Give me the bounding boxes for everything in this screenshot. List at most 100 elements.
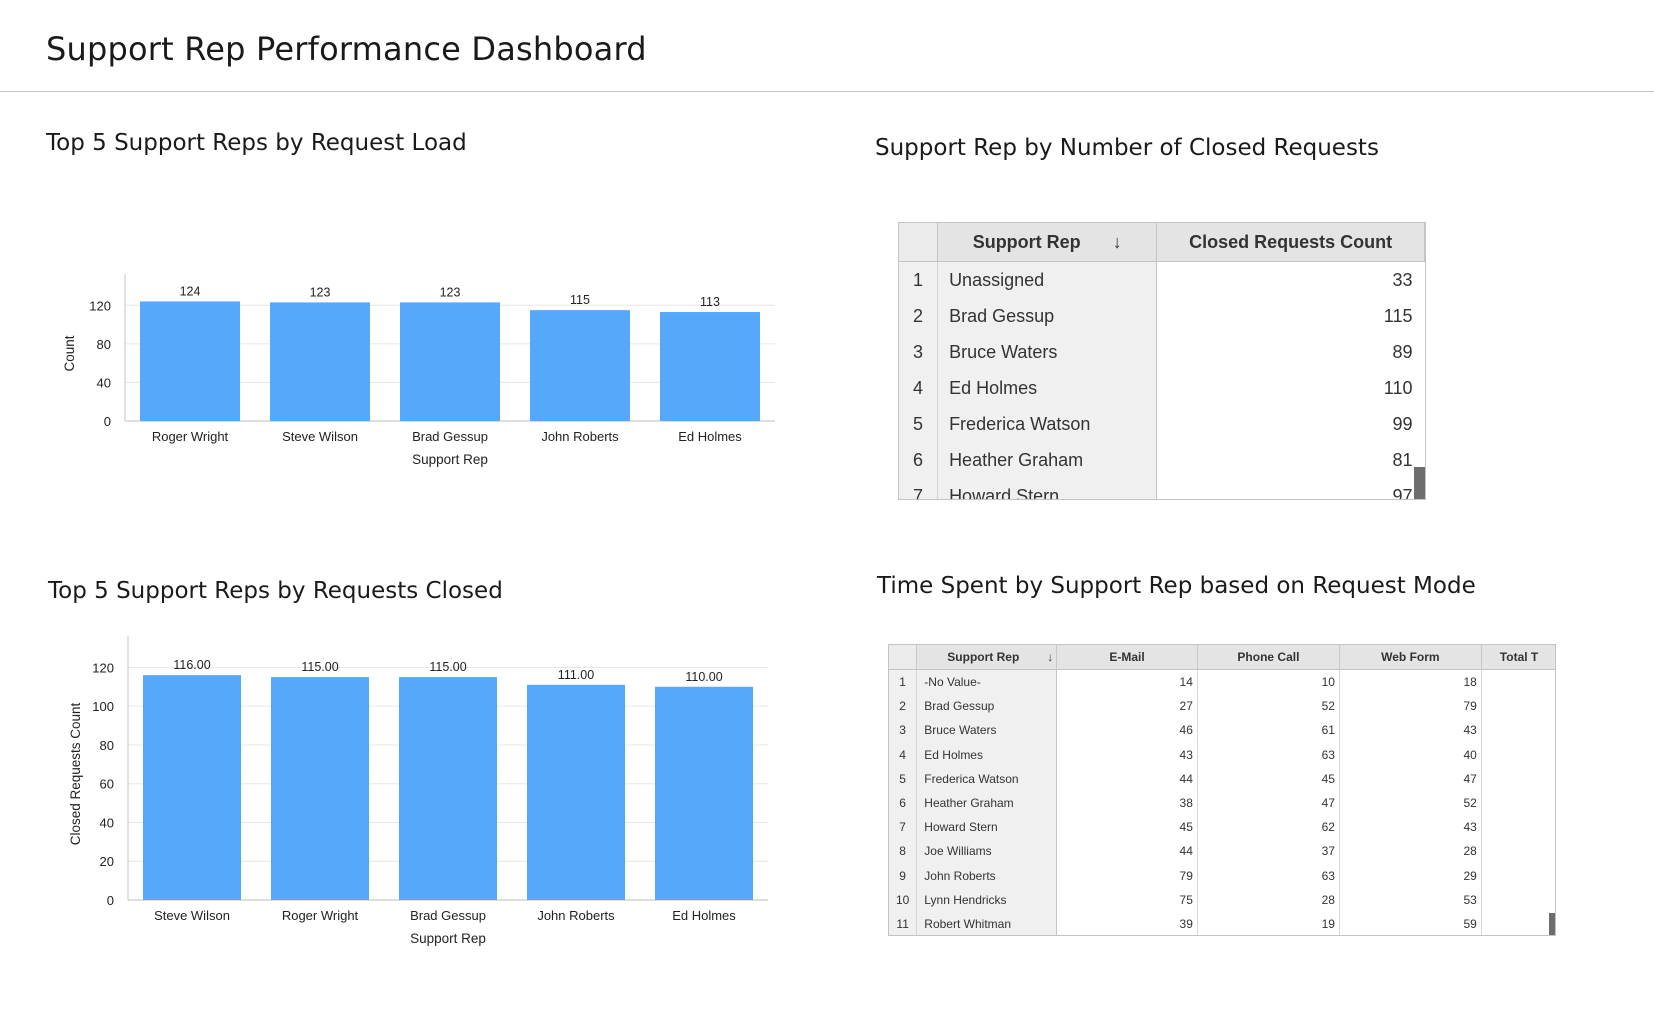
closed-chart-title: Top 5 Support Reps by Requests Closed	[48, 578, 503, 604]
table-row[interactable]: 7 Howard Stern 45 62 43	[889, 815, 1555, 840]
y-tick-label: 120	[92, 660, 114, 675]
bar	[400, 302, 500, 421]
bar-value-label: 115.00	[429, 660, 466, 674]
table-row[interactable]: 10 Lynn Hendricks 75 28 53	[889, 887, 1555, 912]
phone-call-cell: 63	[1197, 742, 1340, 767]
total-cell	[1481, 670, 1555, 695]
email-cell: 44	[1056, 839, 1198, 864]
request-load-bar-chart: 0 40 80 120 124 Roger Wright 123 Steve Wilson 12…	[62, 274, 775, 467]
web-form-cell: 18	[1339, 669, 1482, 695]
row-number: 2	[899, 298, 939, 334]
bar-value-label: 111.00	[558, 668, 594, 682]
support-rep-cell: Lynn Hendricks	[916, 887, 1058, 912]
support-rep-cell: Heather Graham	[937, 442, 1158, 478]
y-tick-label: 120	[89, 298, 111, 313]
web-form-cell: 28	[1339, 839, 1482, 864]
email-cell: 43	[1056, 742, 1198, 767]
x-tick-label: Roger Wright	[282, 908, 359, 923]
total-cell	[1481, 864, 1555, 888]
phone-call-cell: 19	[1197, 911, 1340, 935]
total-cell	[1481, 718, 1555, 742]
row-number: 7	[889, 815, 918, 840]
total-cell	[1481, 791, 1555, 815]
email-cell: 79	[1056, 863, 1198, 888]
row-number: 1	[899, 261, 939, 298]
bar	[143, 675, 241, 900]
support-rep-cell: Howard Stern	[916, 815, 1058, 840]
closed-count-column-header[interactable]: Closed Requests Count	[1156, 223, 1425, 262]
row-number: 9	[889, 863, 918, 888]
phone-call-cell: 28	[1197, 887, 1340, 912]
x-tick-label: Steve Wilson	[282, 429, 358, 444]
support-rep-cell: Joe Williams	[916, 839, 1058, 864]
y-tick-label: 20	[100, 854, 114, 869]
table-row[interactable]: 2 Brad Gessup 115	[899, 298, 1425, 334]
phone-call-cell: 37	[1197, 839, 1340, 864]
email-column-header[interactable]: E-Mail	[1056, 645, 1198, 670]
total-cell	[1481, 694, 1555, 718]
scrollbar-thumb[interactable]	[1549, 913, 1555, 935]
table-row[interactable]: 2 Brad Gessup 27 52 79	[889, 694, 1555, 719]
row-number: 11	[889, 911, 918, 935]
email-cell: 27	[1056, 694, 1198, 719]
email-cell: 44	[1056, 766, 1198, 791]
bar-value-label: 123	[440, 285, 461, 299]
table-row[interactable]: 5 Frederica Watson 99	[899, 406, 1425, 442]
closed-count-cell: 97	[1392, 485, 1413, 500]
table-row[interactable]: 1 Unassigned 33	[899, 261, 1425, 298]
table-row[interactable]: 4 Ed Holmes 110	[899, 370, 1425, 406]
bar-value-label: 116.00	[173, 658, 210, 672]
row-number-header	[899, 223, 939, 262]
row-number: 5	[899, 406, 939, 442]
support-rep-column-header[interactable]: Support Rep ↓	[937, 223, 1158, 262]
web-form-cell: 52	[1339, 790, 1482, 816]
row-number: 1	[889, 669, 918, 695]
total-cell	[1481, 912, 1555, 935]
support-rep-column-header[interactable]: Support Rep ↓	[916, 645, 1058, 670]
dashboard-header: Support Rep Performance Dashboard	[0, 0, 1654, 92]
y-tick-label: 40	[100, 815, 114, 830]
web-form-cell: 29	[1339, 863, 1482, 888]
y-tick-label: 0	[104, 414, 111, 429]
web-form-cell: 43	[1339, 815, 1482, 840]
row-number: 3	[889, 718, 918, 743]
support-rep-cell: Heather Graham	[916, 790, 1058, 816]
table-row[interactable]: 1 -No Value- 14 10 18	[889, 669, 1555, 695]
sort-down-arrow-icon[interactable]: ↓	[1112, 231, 1122, 252]
web-form-cell: 59	[1339, 911, 1482, 935]
sort-down-arrow-icon[interactable]: ↓	[1047, 650, 1054, 664]
closed-count-cell: 89	[1392, 341, 1413, 362]
table-row[interactable]: 6 Heather Graham 38 47 52	[889, 790, 1555, 816]
web-form-cell: 47	[1339, 766, 1482, 791]
table-row[interactable]: 7 Howard Stern 97	[899, 478, 1425, 500]
web-form-column-header[interactable]: Web Form	[1339, 645, 1482, 670]
web-form-cell: 53	[1339, 887, 1482, 912]
requests-closed-bar-chart: 0 20 40 60 80 100 120 116.00 Steve Wilson 115.00 R…	[68, 636, 768, 946]
support-rep-cell: Bruce Waters	[916, 718, 1058, 743]
table-row[interactable]: 6 Heather Graham 81	[899, 442, 1425, 478]
y-axis-label: Closed Requests Count	[68, 702, 83, 845]
table-row[interactable]: 5 Frederica Watson 44 45 47	[889, 766, 1555, 791]
bar	[527, 684, 625, 900]
phone-call-column-header[interactable]: Phone Call	[1197, 645, 1340, 670]
table-row[interactable]: 8 Joe Williams 44 37 28	[889, 839, 1555, 864]
support-rep-cell: John Roberts	[916, 863, 1058, 888]
table-row[interactable]: 3 Bruce Waters 46 61 43	[889, 718, 1555, 743]
bar-value-label: 113	[700, 295, 720, 309]
email-cell: 14	[1056, 669, 1198, 695]
support-rep-cell: Robert Whitman	[916, 911, 1058, 935]
table-row[interactable]: 4 Ed Holmes 43 63 40	[889, 742, 1555, 767]
x-tick-label: Steve Wilson	[154, 908, 230, 923]
table-row[interactable]: 3 Bruce Waters 89	[899, 334, 1425, 370]
row-number: 6	[889, 790, 918, 816]
scrollbar-thumb[interactable]	[1414, 467, 1425, 499]
row-number: 4	[899, 370, 939, 406]
total-column-header[interactable]: Total T	[1481, 645, 1555, 670]
table-row[interactable]: 11 Robert Whitman 39 19 59	[889, 911, 1555, 935]
row-number: 7	[899, 478, 939, 499]
web-form-cell: 79	[1339, 694, 1482, 719]
table-row[interactable]: 9 John Roberts 79 63 29	[889, 863, 1555, 888]
bar-value-label: 123	[310, 285, 331, 299]
bar-value-label: 124	[180, 284, 201, 298]
support-rep-cell: Ed Holmes	[937, 370, 1158, 406]
